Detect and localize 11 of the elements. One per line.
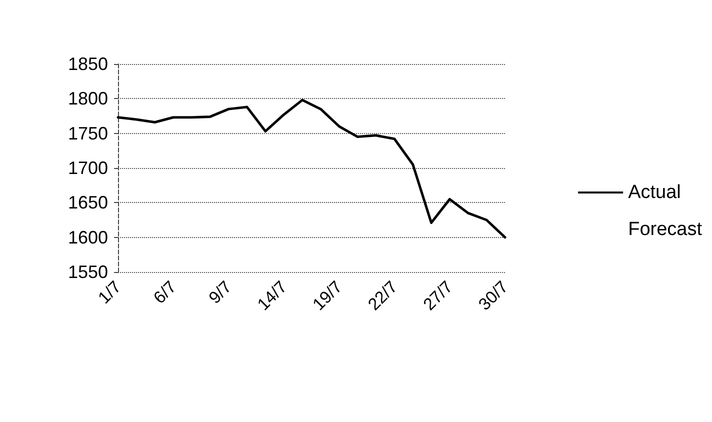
- line-series: [116, 98, 506, 239]
- text: Forecast: [628, 219, 703, 240]
- y-tick-label: 1600: [68, 227, 108, 248]
- x-tick-label: 6/7: [150, 277, 180, 308]
- y-tick-label: 1850: [68, 54, 108, 74]
- y-tick-label: 1750: [68, 123, 108, 144]
- legend-label: Actual: [628, 182, 681, 203]
- x-tick-label: 9/7: [205, 277, 236, 308]
- y-tick-label: 1650: [68, 192, 108, 213]
- y-tick-label: 1700: [68, 158, 108, 178]
- y-tick-label: 1800: [68, 88, 108, 109]
